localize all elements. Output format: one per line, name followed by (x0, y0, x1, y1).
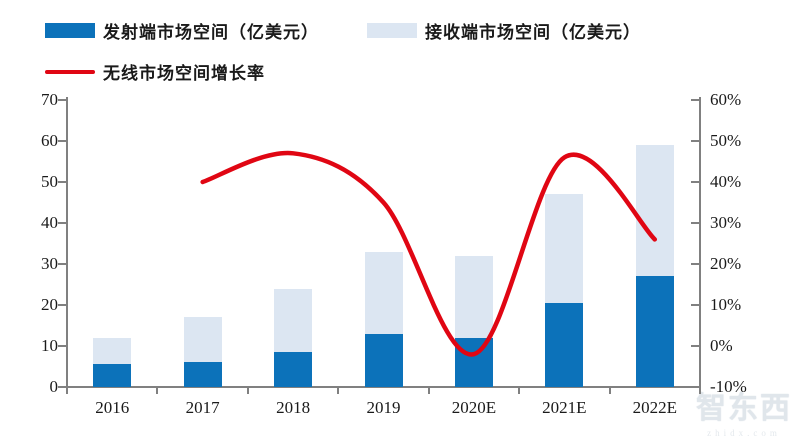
x-axis-tick (66, 387, 68, 394)
chart-legend: 发射端市场空间（亿美元） 接收端市场空间（亿美元） 无线市场空间增长率 (45, 18, 765, 100)
y-axis-right-tick-label: 30% (710, 213, 742, 232)
legend-item-transmitter: 发射端市场空间（亿美元） (45, 18, 319, 43)
y-axis-right-tick (691, 345, 700, 347)
bar-receiver-2022E (635, 145, 674, 277)
y-axis-left-tick-label: 10 (41, 336, 58, 355)
x-axis-tick (156, 387, 159, 394)
transmitter-swatch-icon (45, 23, 95, 38)
y-axis-left-tick-label: 70 (41, 90, 58, 109)
x-tick-label: 2022E (632, 398, 677, 417)
y-axis-right-line (699, 97, 701, 388)
bar-transmitter-2021E (545, 302, 584, 387)
y-axis-left-tick-label: 20 (41, 295, 58, 314)
y-axis-right-tick-label: 0% (710, 336, 733, 355)
growth-line-swatch-icon (45, 69, 95, 74)
y-axis-left-tick (58, 304, 67, 306)
growth-rate-line-path (200, 150, 658, 357)
x-axis-tick (427, 387, 430, 394)
legend-label-receiver: 接收端市场空间（亿美元） (425, 23, 641, 42)
x-tick-label: 2019 (366, 398, 401, 417)
bar-receiver-2021E (545, 194, 584, 303)
y-axis-right-tick-label: 60% (710, 90, 742, 109)
y-axis-right-tick-label: -10% (710, 377, 747, 396)
legend-row-2: 无线市场空间增长率 (45, 59, 765, 84)
y-axis-left-tick (58, 99, 67, 101)
legend-label-transmitter: 发射端市场空间（亿美元） (103, 23, 319, 42)
y-axis-left-tick-label: 30 (41, 254, 58, 273)
y-axis-left-tick (58, 345, 67, 347)
y-axis-right-tick (691, 222, 700, 224)
legend-row-1: 发射端市场空间（亿美元） 接收端市场空间（亿美元） (45, 18, 765, 43)
watermark-brand-logo: 智东西 (696, 392, 792, 425)
x-tick-label: 2018 (276, 398, 311, 417)
y-axis-left-tick (58, 263, 67, 265)
y-axis-left-tick-label: 40 (41, 213, 58, 232)
receiver-swatch-icon (367, 23, 417, 38)
bar-receiver-2019 (364, 251, 403, 334)
x-axis-tick (518, 387, 521, 394)
x-axis-tick (246, 387, 249, 394)
x-tick-label: 2021E (542, 398, 587, 417)
bar-receiver-2017 (183, 317, 222, 363)
watermark-domain: zhidx.com (707, 428, 781, 438)
bar-transmitter-2017 (183, 362, 222, 387)
y-axis-right-tick (691, 386, 700, 388)
x-axis-line (58, 386, 701, 388)
legend-item-growth: 无线市场空间增长率 (45, 59, 265, 84)
y-axis-left-tick (58, 140, 67, 142)
y-axis-right-tick-label: 10% (710, 295, 742, 314)
y-axis-left-tick (58, 386, 67, 388)
y-axis-right-tick-label: 50% (710, 131, 742, 150)
y-axis-right-tick (691, 181, 700, 183)
x-tick-label: 2020E (451, 398, 497, 417)
y-axis-left-line (66, 97, 68, 388)
y-axis-left-tick-label: 60 (41, 131, 58, 150)
bar-receiver-2018 (274, 288, 313, 353)
y-axis-right-tick (691, 140, 700, 142)
y-axis-right-tick-label: 20% (710, 254, 742, 273)
y-axis-left-tick-label: 0 (49, 377, 59, 396)
bar-transmitter-2016 (93, 364, 132, 387)
y-axis-left-tick (58, 181, 67, 183)
bar-transmitter-2022E (635, 276, 674, 387)
bar-transmitter-2019 (364, 333, 403, 387)
y-axis-right-tick (691, 99, 700, 101)
y-axis-left-tick-label: 50 (41, 172, 58, 191)
bar-receiver-2016 (93, 337, 132, 365)
x-axis-tick (699, 387, 701, 394)
x-tick-label: 2016 (95, 398, 130, 417)
bar-receiver-2020E (454, 255, 493, 338)
y-axis-left-tick (58, 222, 67, 224)
watermark: 智东西 zhidx.com (696, 383, 792, 438)
legend-item-receiver: 接收端市场空间（亿美元） (367, 18, 641, 43)
bar-transmitter-2018 (274, 352, 313, 387)
legend-label-growth: 无线市场空间增长率 (103, 64, 265, 83)
x-axis-tick (608, 387, 611, 394)
y-axis-right-tick-label: 40% (710, 172, 742, 191)
y-axis-right-tick (691, 304, 700, 306)
x-tick-label: 2017 (185, 398, 220, 417)
x-axis-tick (337, 387, 340, 394)
y-axis-right-tick (691, 263, 700, 265)
